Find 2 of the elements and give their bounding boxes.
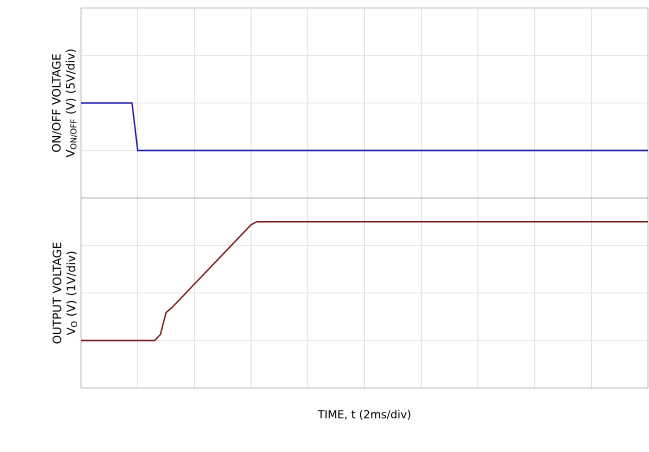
y-axis-title: ON/OFF VOLTAGE V$_{ON/OFF}$ (V) (5V/div) [52, 50, 78, 158]
x-axis-title: TIME, t (2ms/div) [318, 410, 410, 420]
